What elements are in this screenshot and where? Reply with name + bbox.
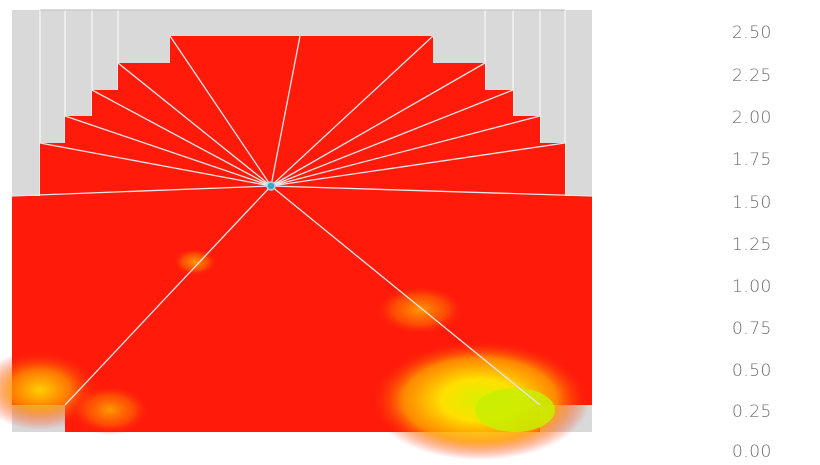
colorbar-tick: 2.00	[732, 108, 772, 128]
contour-plot	[0, 9, 593, 460]
colorbar-tick: 1.75	[732, 150, 772, 170]
hub-point	[266, 181, 276, 191]
low-value-regions	[0, 248, 590, 460]
colorbar-tick: 1.00	[732, 277, 772, 297]
radial-lines	[11, 35, 593, 406]
colorbar-tick: 2.25	[732, 66, 772, 86]
colorbar-scale: 2.50 2.25 2.00 1.75 1.50 1.25 1.00 0.75 …	[700, 0, 810, 462]
colorbar-tick: 0.50	[732, 361, 772, 381]
colorbar-tick: 0.25	[732, 402, 772, 422]
colorbar-tick: 1.25	[732, 235, 772, 255]
colorbar-tick: 0.00	[732, 442, 772, 462]
velocity-field	[12, 36, 592, 432]
colorbar-tick: 0.75	[732, 319, 772, 339]
colorbar-tick: 1.50	[732, 193, 772, 213]
contour-plot-svg	[0, 9, 593, 460]
colorbar-tick: 2.50	[732, 23, 772, 43]
